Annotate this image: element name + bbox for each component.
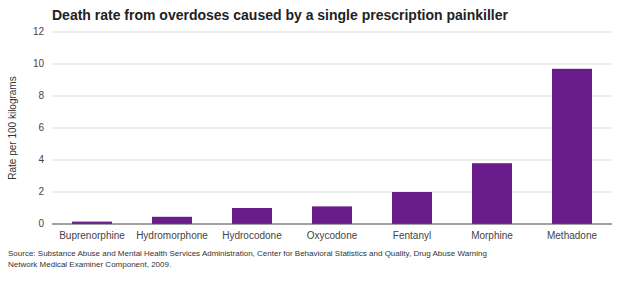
y-tick-label: 12 — [33, 26, 45, 37]
x-tick-label: Hydrocodone — [222, 230, 282, 241]
bars — [72, 69, 592, 224]
y-tick-label: 8 — [38, 90, 44, 101]
y-ticks: 0 2 4 6 8 10 12 — [33, 26, 45, 229]
grid-line — [52, 64, 612, 65]
bar — [312, 206, 352, 224]
grid-line — [52, 224, 612, 225]
x-tick-label: Fentanyl — [393, 230, 431, 241]
x-axis-line — [52, 224, 612, 225]
y-tick-label: 4 — [38, 154, 44, 165]
y-tick-label: 10 — [33, 58, 45, 69]
x-ticks: Buprenorphine Hydromorphone Hydrocodone Oxy… — [59, 230, 597, 241]
y-tick-label: 6 — [38, 122, 44, 133]
source-line: Source: Substance Abuse and Mental Healt… — [8, 249, 487, 258]
grid-line — [52, 192, 612, 193]
y-axis-label: Rate per 100 kilograms — [7, 76, 18, 179]
title: Death rate from overdoses caused by a si… — [52, 7, 508, 23]
x-tick-label: Buprenorphine — [59, 230, 125, 241]
source-line: Network Medical Examiner Component, 2009… — [8, 260, 171, 269]
y-tick-label: 0 — [38, 218, 44, 229]
x-tick-label: Morphine — [471, 230, 513, 241]
bar — [152, 217, 192, 224]
bar — [232, 208, 272, 224]
x-tick-label: Hydromorphone — [136, 230, 208, 241]
grid — [52, 32, 612, 224]
source-note: Source: Substance Abuse and Mental Healt… — [8, 249, 487, 269]
grid-line — [52, 96, 612, 97]
y-tick-label: 2 — [38, 186, 44, 197]
x-tick-label: Methadone — [547, 230, 597, 241]
bar — [552, 69, 592, 224]
grid-line — [52, 128, 612, 129]
x-tick-label: Oxycodone — [307, 230, 358, 241]
bar — [472, 163, 512, 224]
bar — [392, 192, 432, 224]
grid-line — [52, 160, 612, 161]
grid-line — [52, 32, 612, 33]
chart: 0 2 4 6 8 10 12 Buprenorphine Hydromorphone Hydro… — [0, 0, 626, 294]
